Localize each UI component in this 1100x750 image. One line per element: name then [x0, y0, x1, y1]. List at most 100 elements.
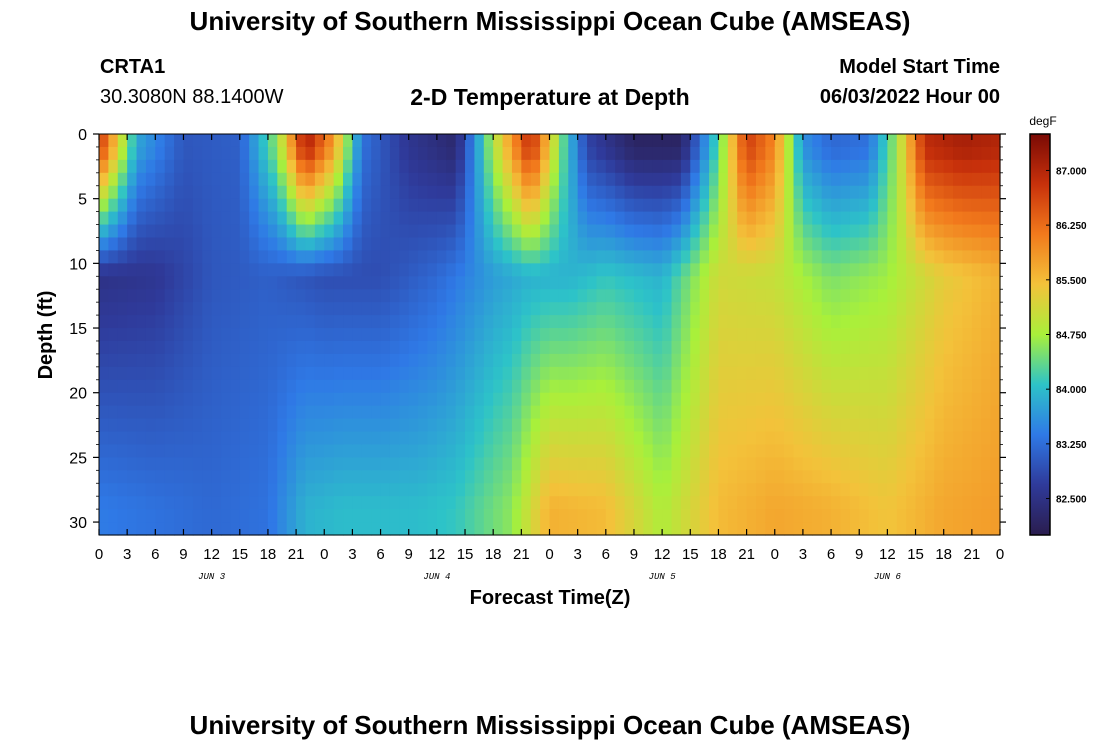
model-start-label: Model Start Time [839, 56, 1000, 78]
heatmap-cell [812, 302, 823, 316]
heatmap-cell [258, 276, 269, 290]
heatmap-cell [183, 237, 194, 252]
heatmap-cell [887, 431, 898, 446]
heatmap-cell [859, 483, 870, 497]
heatmap-cell [530, 185, 541, 200]
heatmap-cell [887, 457, 898, 471]
heatmap-cell [511, 509, 522, 523]
heatmap-cell [746, 366, 757, 381]
heatmap-cell [474, 302, 485, 316]
heatmap-cell [633, 509, 644, 523]
heatmap-cell [427, 237, 438, 252]
heatmap-cell [371, 392, 382, 407]
heatmap-cell [943, 353, 954, 368]
heatmap-cell [718, 276, 729, 290]
heatmap-cell [277, 509, 288, 523]
heatmap-cell [493, 418, 504, 433]
heatmap-cell [765, 340, 776, 355]
heatmap-cell [183, 444, 194, 458]
heatmap-cell [671, 289, 682, 303]
heatmap-cell [924, 146, 935, 161]
heatmap-cell [549, 263, 560, 277]
heatmap-cell [896, 134, 907, 148]
heatmap-cell [99, 263, 109, 277]
heatmap-cell [887, 405, 898, 420]
heatmap-cell [192, 224, 203, 239]
heatmap-cell [896, 509, 907, 523]
heatmap-cell [990, 496, 1001, 510]
heatmap-cell [324, 237, 335, 252]
heatmap-cell [483, 172, 494, 187]
heatmap-cell [990, 444, 1001, 458]
heatmap-cell [549, 405, 560, 420]
heatmap-cell [314, 172, 325, 187]
heatmap-cell [305, 392, 316, 407]
heatmap-cell [192, 263, 203, 277]
heatmap-cell [549, 392, 560, 407]
heatmap-cell [953, 172, 964, 187]
heatmap-cell [577, 379, 588, 394]
heatmap-cell [755, 211, 766, 226]
x-tick-label: 3 [573, 546, 581, 563]
heatmap-cell [267, 211, 278, 226]
heatmap-cell [474, 340, 485, 355]
heatmap-cell [267, 509, 278, 523]
heatmap-cell [877, 315, 888, 329]
heatmap-cell [896, 483, 907, 497]
heatmap-cell [267, 263, 278, 277]
heatmap-cell [971, 328, 982, 342]
heatmap-cell [530, 444, 541, 458]
heatmap-cell [511, 211, 522, 226]
heatmap-cell [296, 392, 307, 407]
heatmap-cell [314, 237, 325, 252]
heatmap-cell [549, 379, 560, 394]
heatmap-cell [530, 198, 541, 213]
heatmap-cell [371, 146, 382, 161]
heatmap-cell [784, 237, 795, 252]
heatmap-cell [924, 211, 935, 226]
model-start-value: 06/03/2022 Hour 00 [819, 86, 1000, 108]
heatmap-cell [802, 431, 813, 446]
heatmap-cell [418, 224, 429, 239]
heatmap-cell [633, 431, 644, 446]
colorbar-tick-label: 84.750 [1056, 331, 1087, 342]
heatmap-cell [164, 263, 175, 277]
heatmap-cell [239, 509, 250, 523]
heatmap-cell [840, 159, 851, 174]
heatmap-cell [662, 457, 673, 471]
heatmap-cell [314, 315, 325, 329]
heatmap-cell [746, 405, 757, 420]
heatmap-cell [465, 353, 476, 368]
heatmap-cell [915, 431, 926, 446]
heatmap-cell [361, 418, 372, 433]
x-tick-label: 9 [179, 546, 187, 563]
heatmap-cell [990, 405, 1001, 420]
heatmap-cell [202, 379, 213, 394]
heatmap-cell [99, 496, 109, 510]
heatmap-cell [906, 509, 917, 523]
heatmap-cell [671, 496, 682, 510]
heatmap-cell [380, 263, 391, 277]
heatmap-cell [906, 159, 917, 174]
heatmap-cell [943, 522, 954, 536]
heatmap-cell [896, 392, 907, 407]
heatmap-cell [174, 185, 185, 200]
heatmap-cell [765, 522, 776, 536]
heatmap-cell [821, 483, 832, 497]
heatmap-cell [896, 250, 907, 264]
heatmap-cell [296, 379, 307, 394]
heatmap-cell [624, 250, 635, 264]
heatmap-cell [568, 134, 579, 148]
heatmap-cell [202, 522, 213, 536]
heatmap-cell [230, 340, 241, 355]
heatmap-cell [577, 509, 588, 523]
heatmap-cell [314, 146, 325, 161]
heatmap-cell [239, 405, 250, 420]
heatmap-cell [314, 198, 325, 213]
heatmap-cell [108, 315, 119, 329]
heatmap-cell [558, 522, 569, 536]
heatmap-cell [671, 522, 682, 536]
heatmap-cell [784, 289, 795, 303]
heatmap-cell [380, 470, 391, 484]
heatmap-cell [746, 172, 757, 187]
